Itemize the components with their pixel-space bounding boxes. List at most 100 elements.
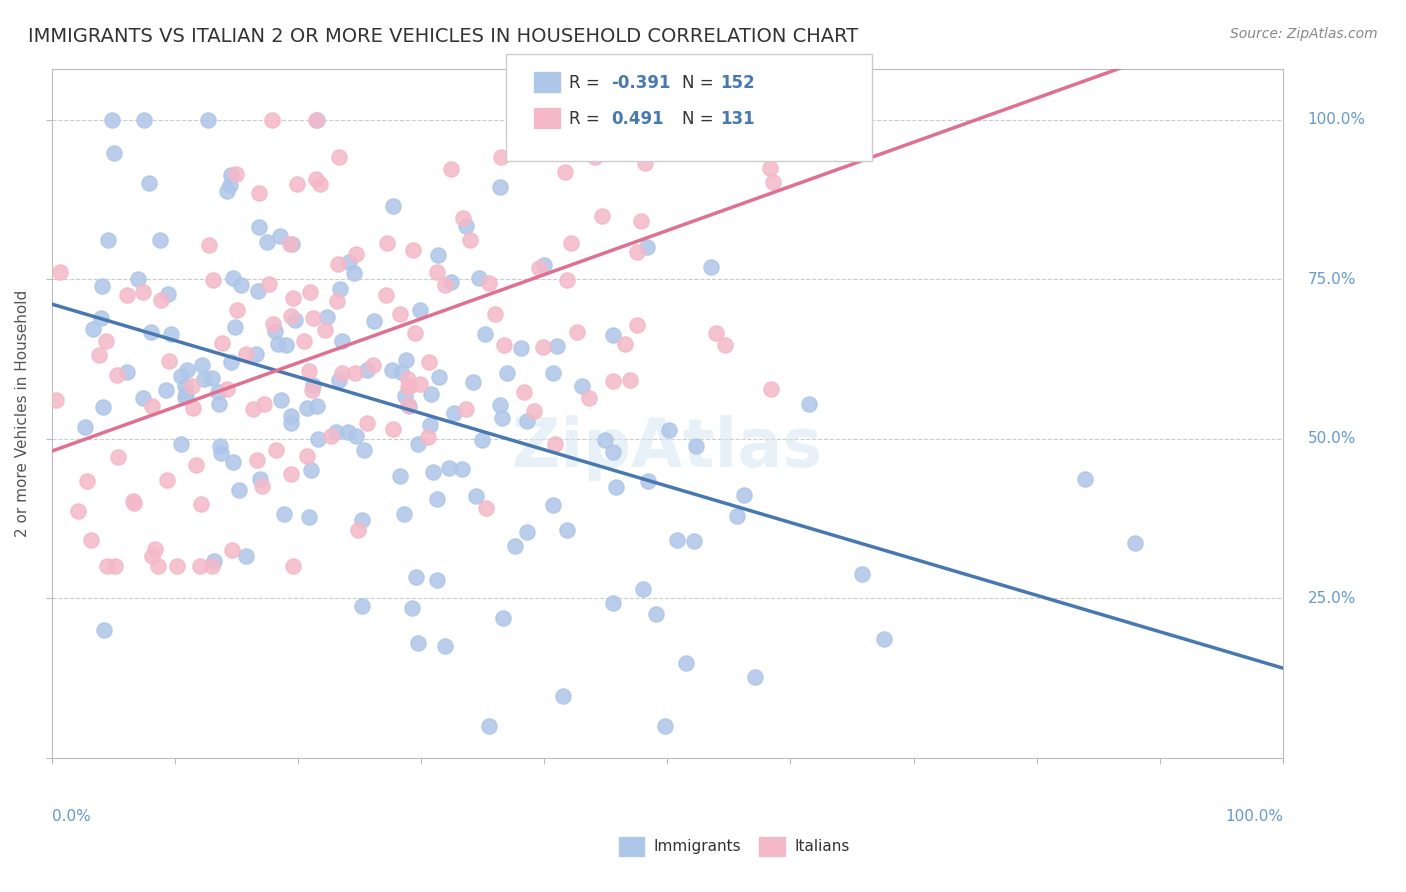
Point [675,657,697,671]
Text: Source: ZipAtlas.com: Source: ZipAtlas.com [1230,27,1378,41]
Point [433,278,456,293]
Point [783,112,806,127]
Point [94,334,117,348]
Point [328,373,350,387]
Point [388,307,411,321]
Point [382,199,405,213]
Point [314,323,336,337]
Point [692,125,714,139]
Point [76,474,98,488]
Point [350,513,373,527]
Point [211,336,233,351]
Point [492,338,515,352]
Point [45,392,67,407]
Text: 131: 131 [720,110,755,128]
Point [183,401,205,416]
Point [644,607,666,621]
Point [541,498,564,512]
Point [595,433,617,447]
Point [531,339,554,353]
Point [796,112,818,127]
Text: 25.0%: 25.0% [1308,591,1357,606]
Point [149,233,172,247]
Point [437,461,460,475]
Point [416,429,439,443]
Point [96,559,118,574]
Point [619,373,641,387]
Point [160,327,183,342]
Point [231,278,253,293]
Point [325,425,347,439]
Point [478,719,501,733]
Point [127,272,149,286]
Point [222,271,245,285]
Point [280,416,302,430]
Point [344,247,367,261]
Point [433,639,456,653]
Point [75,420,97,434]
Point [626,245,648,260]
Point [356,417,378,431]
Point [591,209,613,223]
Point [692,138,714,153]
Point [198,238,221,252]
Point [761,176,783,190]
Point [157,354,180,368]
Text: 152: 152 [720,74,755,92]
Point [555,272,578,286]
Point [332,366,354,380]
Point [209,446,232,460]
Point [811,112,834,127]
Point [201,371,224,385]
Point [502,132,524,146]
Point [422,465,444,479]
Text: 100.0%: 100.0% [1308,112,1365,127]
Point [228,483,250,497]
Point [454,402,477,417]
Point [97,233,120,247]
Point [280,409,302,423]
Point [533,258,555,272]
Point [488,180,510,194]
Point [235,347,257,361]
Point [193,372,215,386]
Point [733,488,755,502]
Point [381,363,404,377]
Point [264,442,287,457]
Point [117,288,139,302]
Point [461,375,484,389]
Point [217,185,239,199]
Point [516,414,538,428]
Point [82,322,104,336]
Point [468,270,491,285]
Point [249,472,271,486]
Point [427,370,450,384]
Point [488,398,510,412]
Point [464,489,486,503]
Point [516,524,538,539]
Point [630,214,652,228]
Point [305,399,328,413]
Point [602,445,624,459]
Text: IMMIGRANTS VS ITALIAN 2 OR MORE VEHICLES IN HOUSEHOLD CORRELATION CHART: IMMIGRANTS VS ITALIAN 2 OR MORE VEHICLES… [28,27,859,45]
Text: Italians: Italians [794,839,849,854]
Point [104,559,127,574]
Point [304,112,326,127]
Point [329,283,352,297]
Point [180,379,202,393]
Point [221,542,243,557]
Point [634,155,657,169]
Point [402,243,425,257]
Point [527,260,550,275]
Point [571,379,593,393]
Point [107,450,129,465]
Point [554,165,576,179]
Point [737,124,759,138]
Point [797,397,820,411]
Point [700,260,723,274]
Point [197,112,219,127]
Point [1074,472,1097,486]
Point [484,307,506,321]
Point [352,599,374,613]
Point [714,338,737,352]
